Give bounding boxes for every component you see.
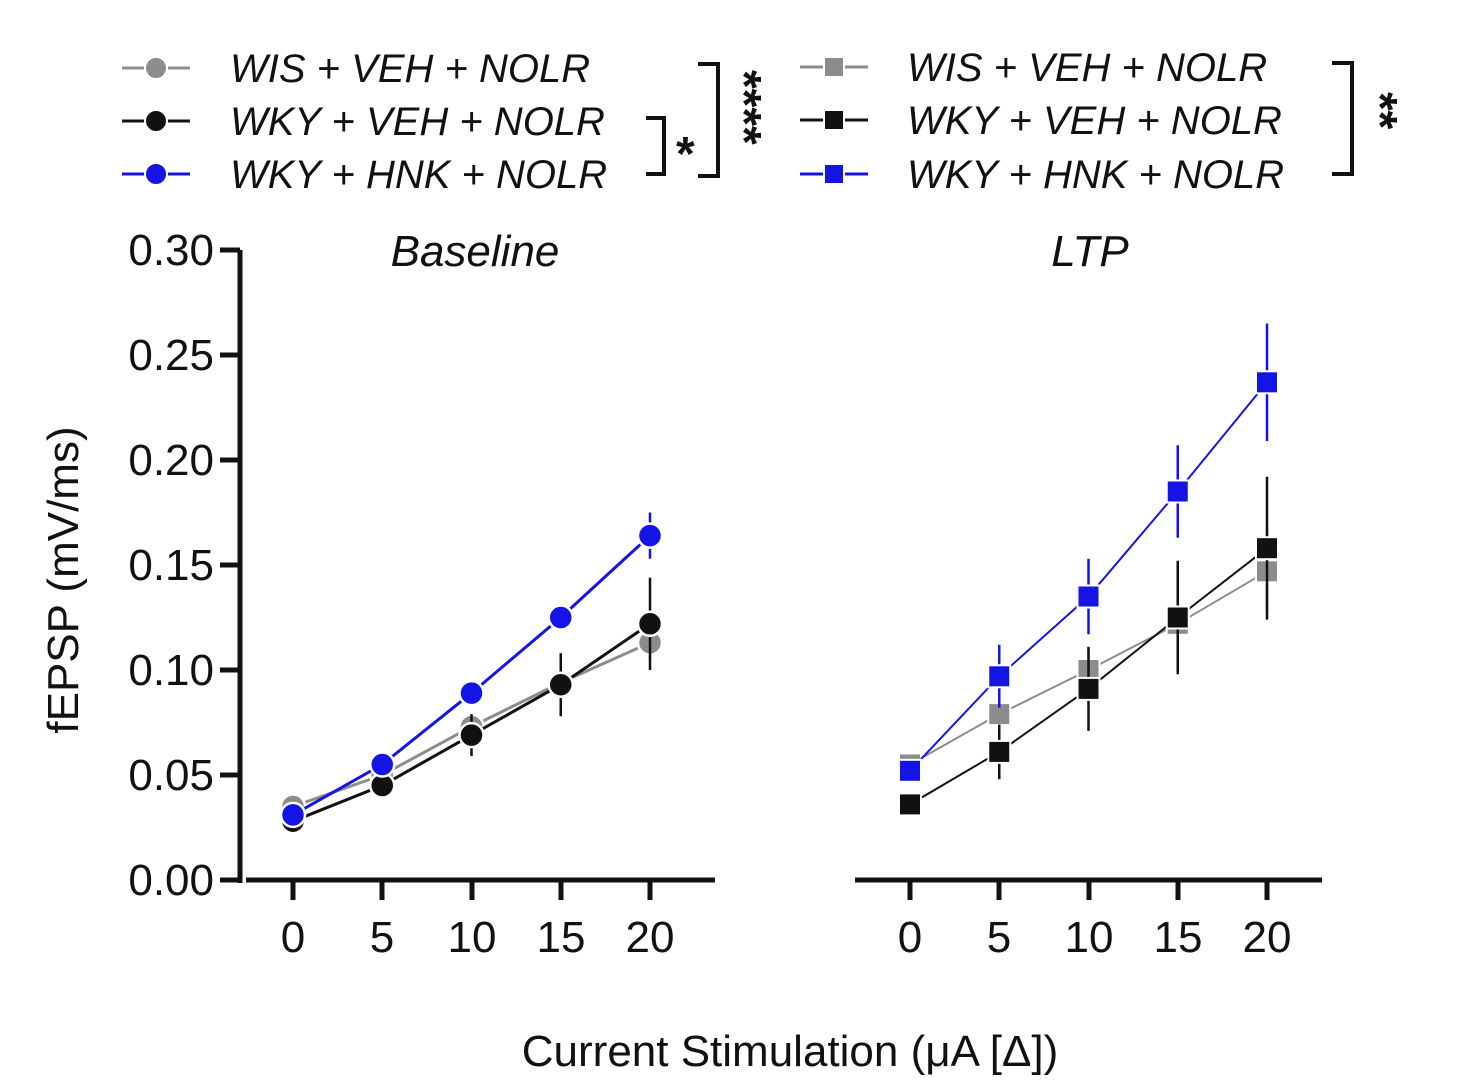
y-axis-title: fEPSP (mV/ms) [39,426,88,733]
x-tick-label: 10 [1065,913,1114,962]
legend-label: WKY + HNK + NOLR [230,153,607,197]
x-axis-title: Current Stimulation (μA [Δ]) [522,1027,1058,1076]
legend-circle-marker [144,56,168,80]
x-tick-label: 15 [537,913,586,962]
x-tick-label: 5 [370,913,394,962]
series-2 [898,323,1279,783]
plot-ltp [898,323,1279,817]
legend-item-wky-hnk-square: WKY + HNK + NOLR [800,153,1284,197]
y-tick-label: 0.30 [128,226,214,275]
legend-item-wky-hnk-circle: WKY + HNK + NOLR [122,153,607,197]
y-tick-label: 0.00 [128,856,214,905]
x-tick-label: 15 [1154,913,1203,962]
legend-square-marker [823,56,845,78]
data-point [636,610,664,638]
data-point [898,792,922,817]
data-point [1076,676,1101,701]
x-tick-label: 10 [448,913,497,962]
legend-label: WKY + VEH + NOLR [907,99,1282,143]
panel-title-ltp: LTP [1051,227,1129,276]
x-tick-label: 5 [987,913,1011,962]
y-tick-label: 0.15 [128,541,214,590]
data-point [1255,370,1279,395]
y-tick-label: 0.25 [128,331,214,380]
legend-square-marker [823,109,845,131]
data-point [547,604,574,631]
x-tick-label: 20 [1243,913,1292,962]
data-point [1076,584,1101,609]
legend-circle-marker [144,109,168,133]
series-1 [279,577,664,835]
data-point [279,801,307,829]
data-point [1165,605,1190,630]
legend-item-wis-veh-circle: WIS + VEH + NOLR [122,47,590,91]
legend-item-wky-veh-square: WKY + VEH + NOLR [800,99,1282,143]
y-tick-label: 0.10 [128,646,214,695]
legend-label: WIS + VEH + NOLR [907,46,1267,90]
legend-square: WIS + VEH + NOLR WKY + VEH + NOLR WKY + … [800,46,1406,197]
legend-square-marker [823,163,845,185]
data-point [987,664,1012,689]
legend-item-wis-veh-square: WIS + VEH + NOLR [800,46,1267,90]
significance-bracket-outer [698,62,720,178]
data-point [458,721,485,749]
legend-label: WIS + VEH + NOLR [230,47,590,91]
significance-outer-label: **** [717,70,770,145]
data-point [369,751,396,778]
data-point [636,522,664,549]
plot-baseline [279,512,664,835]
data-point [1165,479,1190,504]
series-2 [279,512,664,829]
significance-bracket-square [1332,61,1354,176]
legend-item-wky-veh-circle: WKY + VEH + NOLR [122,100,605,144]
x-tick-label: 20 [626,913,675,962]
data-point [547,671,574,698]
x-tick-label: 0 [898,913,922,962]
legend-circle-marker [144,162,168,186]
series-1 [898,476,1279,817]
data-point [1255,536,1279,561]
panel-title-baseline: Baseline [391,227,560,276]
legend-label: WKY + HNK + NOLR [907,153,1284,197]
data-point [458,679,485,707]
data-point [987,739,1012,764]
x-tick-label: 0 [281,913,305,962]
y-tick-label: 0.05 [128,751,214,800]
significance-inner-label: * [676,128,695,181]
y-ticks: 0.00 0.05 0.10 0.15 0.20 0.25 0.30 [128,226,240,905]
x-ticks-ltp: 0 5 10 15 20 [898,880,1292,962]
legend-label: WKY + VEH + NOLR [230,100,605,144]
legend-circle: WIS + VEH + NOLR WKY + VEH + NOLR WKY + … [122,47,770,197]
data-point [898,758,922,783]
significance-square-label: ** [1353,92,1406,130]
x-ticks-baseline: 0 5 10 15 20 [281,880,675,962]
series-line [292,534,652,817]
significance-bracket-inner [646,116,666,176]
y-tick-label: 0.20 [128,436,214,485]
